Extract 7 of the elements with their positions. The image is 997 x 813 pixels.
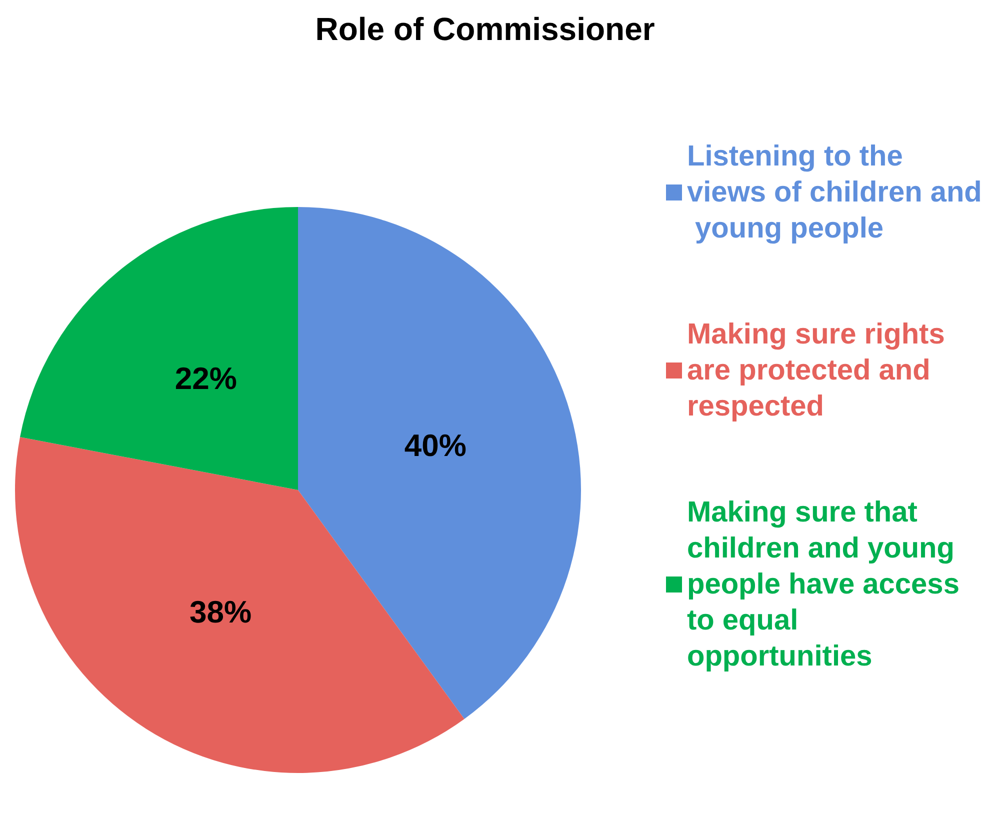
legend-label: Making sure that children and young people have access to equal opportunities	[687, 496, 968, 672]
chart-title: Role of Commissioner	[315, 11, 655, 47]
legend-label: Making sure rights are protected and respected	[687, 318, 953, 422]
data-label: 40%	[404, 428, 466, 463]
data-label: 38%	[190, 594, 252, 630]
data-label: 22%	[174, 361, 237, 396]
legend-label: Listening to the views of children and young people	[687, 140, 982, 244]
